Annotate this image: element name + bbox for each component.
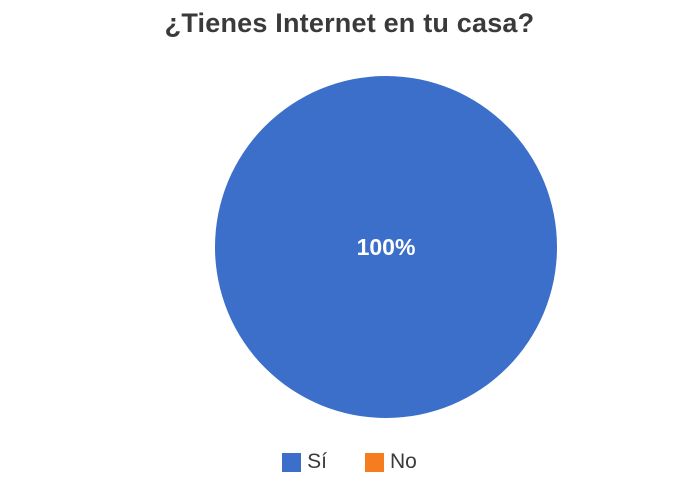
- pie-slice-si: [215, 76, 557, 418]
- legend-swatch-no: [364, 452, 384, 472]
- legend-label-si: Sí: [307, 450, 327, 473]
- legend-item-no: No: [364, 450, 417, 474]
- legend-item-si: Sí: [282, 450, 327, 474]
- chart-title: ¿Tienes Internet en tu casa?: [164, 8, 535, 38]
- legend-swatch-si: [282, 452, 302, 472]
- chart-legend: Sí No: [0, 450, 699, 474]
- data-label-si: 100%: [357, 234, 416, 260]
- legend-label-no: No: [389, 450, 417, 473]
